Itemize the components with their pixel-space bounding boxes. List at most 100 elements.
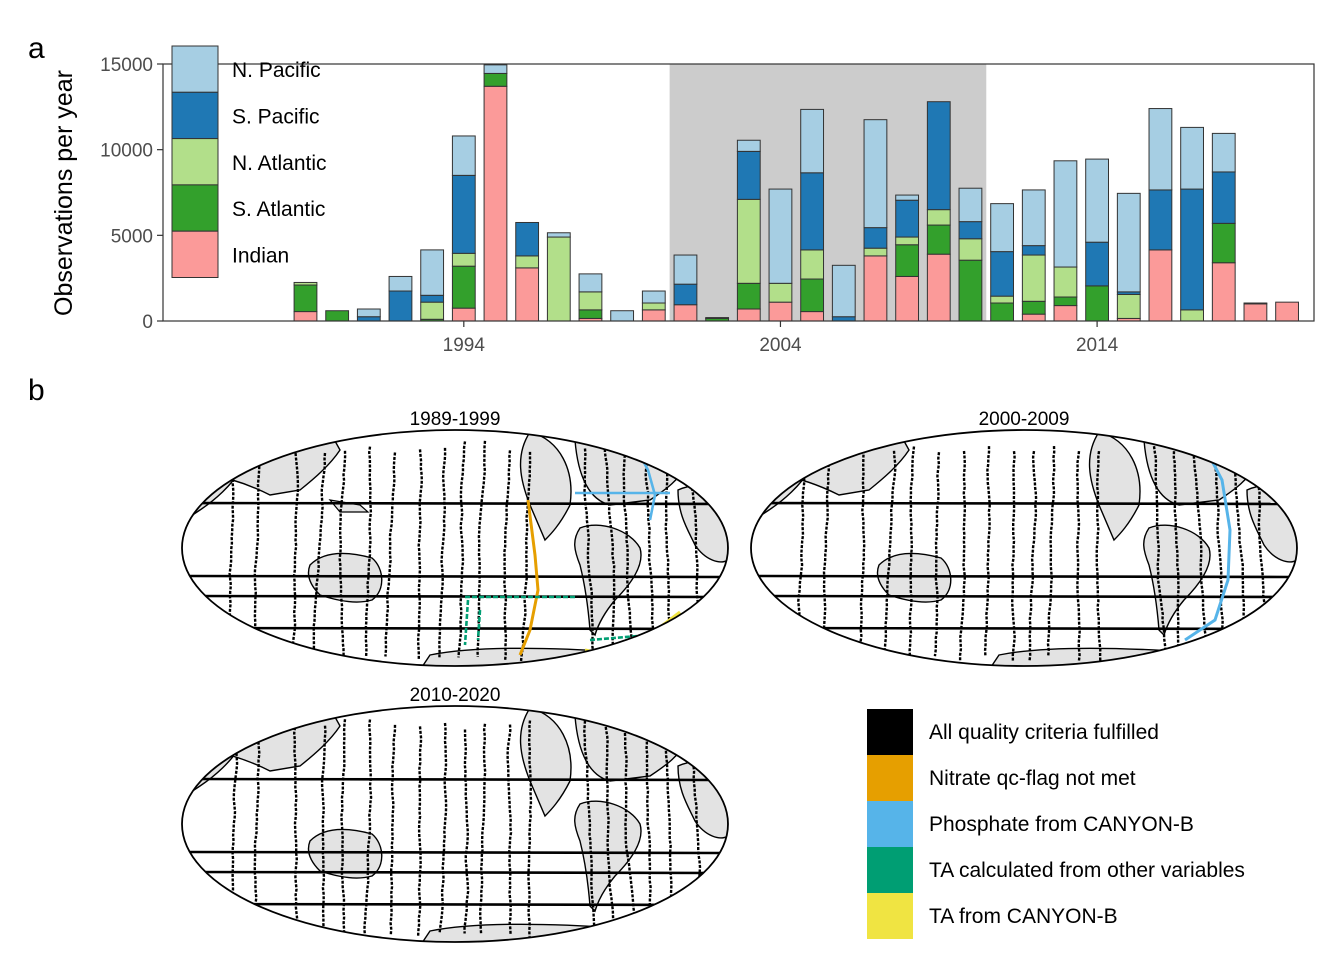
map-1989-1999: 1989-1999 (181, 409, 729, 667)
cruise-track (758, 501, 1290, 506)
bar-segment (705, 317, 730, 319)
bar-segment (1211, 132, 1236, 173)
bar-segment (1211, 262, 1236, 322)
cruise-track (1212, 446, 1224, 657)
bar-segment (1211, 171, 1236, 224)
bar-segment (958, 259, 983, 322)
bar-segment (293, 284, 318, 313)
cruise-track (758, 594, 1290, 599)
cruise-track (320, 725, 327, 936)
cruise-track (583, 448, 596, 659)
bar-segment (863, 119, 888, 229)
y-tick-label: 10000 (100, 141, 153, 162)
bar-segment (578, 291, 603, 311)
bar-segment (736, 139, 761, 152)
bar-segment (736, 198, 761, 284)
bar-segment (1053, 160, 1078, 268)
bar-segment (990, 251, 1015, 297)
bar-segment (515, 267, 540, 322)
cruise-track (438, 722, 448, 934)
cruise-track (822, 445, 831, 663)
bar-segment (863, 227, 888, 249)
bar-segment (1021, 254, 1046, 302)
legend-key (171, 184, 219, 232)
cruise-track (363, 719, 373, 936)
cruise-track (622, 450, 635, 661)
bar-segment (736, 282, 761, 310)
bar-segment (641, 302, 666, 311)
bar-segment (325, 310, 350, 322)
cruise-track (603, 440, 616, 657)
legend-swatch (867, 709, 913, 755)
legend-swatch (867, 847, 913, 893)
bar-segment (356, 308, 381, 318)
cruise-track (643, 718, 653, 936)
legend-label: N. Atlantic (232, 152, 327, 175)
bar-segment (578, 273, 603, 293)
map-title: 2000-2009 (979, 409, 1070, 430)
cruise-track (1010, 450, 1016, 662)
bar-segment (800, 278, 825, 313)
bar-segment (1053, 296, 1078, 307)
bar-segment (895, 236, 920, 246)
map-outline (181, 429, 729, 667)
cruise-track (1028, 450, 1038, 662)
bar-segment (420, 249, 445, 296)
bar-segment (1148, 249, 1173, 322)
bar-segment (1021, 313, 1046, 322)
series-legend: N. Pacific S. Pacific N. Atlantic S. Atlant… (171, 45, 327, 278)
nitrate-flag-track (518, 499, 540, 656)
cruise-track (1172, 451, 1181, 662)
bar-segment (926, 101, 951, 211)
cruise-track (189, 777, 721, 782)
bar-segment (990, 295, 1015, 304)
panel-a-label: a (28, 32, 45, 65)
bar-segment (673, 283, 698, 306)
cruise-track (364, 446, 373, 657)
cruise-track (1152, 446, 1168, 657)
bar-segment (1085, 241, 1109, 287)
cruise-track (291, 444, 300, 661)
panel-b-label: b (28, 374, 45, 407)
y-tick-label: 5000 (111, 226, 153, 247)
cruise-track (908, 446, 916, 657)
cruise-track (292, 727, 300, 938)
legend-label: All quality criteria fulfilled (929, 721, 1159, 744)
cruise-track (983, 446, 991, 657)
cruise-track (582, 720, 597, 937)
cruise-track (416, 449, 424, 660)
map-title: 1989-1999 (410, 409, 501, 430)
bar-segment (451, 135, 476, 176)
cruise-track (457, 441, 467, 658)
legend-label: Phosphate from CANYON-B (929, 813, 1194, 836)
cruise-track (189, 501, 721, 506)
legend-label: TA calculated from other variables (929, 859, 1245, 882)
cruise-track (1075, 450, 1081, 662)
legend-key (171, 45, 219, 93)
y-axis-title: Observations per year (50, 70, 78, 316)
bar-segment (546, 236, 571, 322)
bar-segment (451, 265, 476, 309)
map-title: 2010-2020 (410, 685, 501, 706)
y-axis: 0 5000 10000 15000 (100, 55, 163, 333)
bar-segment (641, 309, 666, 322)
bar-segment (451, 174, 476, 254)
bars-group (293, 64, 1299, 322)
bar-segment (768, 282, 793, 303)
cruise-track (506, 724, 513, 935)
bar-segment (388, 275, 413, 292)
bar-segment (800, 108, 825, 174)
bar-chart: 0 5000 10000 15000 1994 2004 2014 Observation… (50, 45, 1315, 356)
bar-segment (1085, 158, 1109, 243)
bar-segment (483, 85, 508, 322)
map-2000-2009: 2000-2009 (750, 409, 1298, 667)
cruise-track (758, 574, 1290, 579)
bar-segment (610, 310, 635, 322)
bar-segment (451, 252, 476, 267)
bar-segment (800, 172, 825, 251)
legend-label: S. Pacific (232, 105, 320, 128)
bar-segment (1021, 245, 1046, 256)
cruise-track (478, 723, 487, 934)
bar-segment (831, 316, 856, 322)
bar-segment (958, 187, 983, 223)
